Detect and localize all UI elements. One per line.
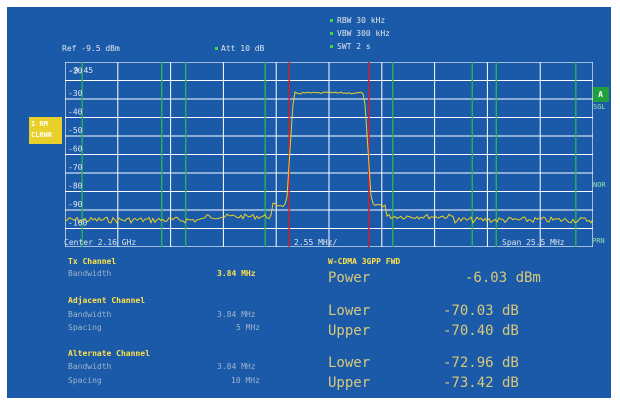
trace-label[interactable]: 1 RM CLRWR [29, 117, 62, 144]
adjacent-spacing-label: Spacing [68, 323, 102, 332]
y-tick-label: -60 [68, 145, 83, 154]
att-indicator-icon [215, 47, 218, 50]
y-tick-label: -80 [68, 182, 83, 191]
alternate-lower-value: -72.96 dB [443, 355, 519, 371]
center-frequency-label: Center 2.16 GHz [64, 238, 137, 247]
spectrum-trace [65, 91, 593, 224]
y-tick-label: -70 [68, 163, 83, 172]
adjacent-bandwidth-label: Bandwidth [68, 310, 112, 319]
ref-level-label: Ref -9.5 dBm [62, 44, 120, 53]
swt-label: SWT 2 s [337, 42, 371, 51]
alternate-bandwidth-label: Bandwidth [68, 362, 112, 371]
y-tick-label: -20 [68, 67, 83, 76]
nor-label: NOR [593, 181, 606, 189]
y-tick-label: -40 [68, 108, 83, 117]
y-tick-label: -100 [68, 219, 87, 228]
alternate-upper-label: Upper [328, 375, 371, 391]
sgl-label: SGL [593, 103, 606, 111]
y-tick-label: -30 [68, 89, 83, 98]
adjacent-upper-label: Upper [328, 323, 371, 339]
power-value: -6.03 dBm [465, 270, 541, 286]
alternate-spacing-value: 10 MHz [231, 376, 260, 385]
adjacent-bandwidth-value: 3.84 MHz [217, 310, 256, 319]
tx-bandwidth-label: Bandwidth [68, 269, 112, 278]
spectrum-plot: -9.45 -20 -30 -40 -50 -60 -70 -80 -90 -100 [65, 62, 593, 247]
span-label: Span 25.5 MHz [502, 238, 565, 247]
alternate-spacing-label: Spacing [68, 376, 102, 385]
prn-label: PRN [592, 237, 605, 245]
vbw-indicator-icon [330, 32, 333, 35]
alternate-lower-label: Lower [328, 355, 371, 371]
trace-mode-label: 1 RM [31, 120, 48, 128]
tx-channel-title: Tx Channel [68, 257, 117, 266]
trace-clrwr-label: CLRWR [31, 131, 53, 139]
div-label: 2.55 MHz/ [294, 238, 338, 247]
alternate-channel-title: Alternate Channel [68, 349, 150, 358]
alternate-upper-value: -73.42 dB [443, 375, 519, 391]
y-tick-label: -50 [68, 126, 83, 135]
y-tick-label: -90 [68, 200, 83, 209]
power-label: Power [328, 270, 371, 286]
rbw-label: RBW 30 kHz [337, 16, 386, 25]
standard-label: W-CDMA 3GPP FWD [328, 257, 401, 266]
adjacent-lower-value: -70.03 dB [443, 303, 519, 319]
alternate-bandwidth-value: 3.84 MHz [217, 362, 256, 371]
adjacent-channel-title: Adjacent Channel [68, 296, 146, 305]
tx-bandwidth-value: 3.84 MHz [217, 269, 256, 278]
swt-indicator-icon [330, 45, 333, 48]
analyzer-screen: Ref -9.5 dBm Att 10 dB RBW 30 kHz VBW 30… [7, 7, 611, 398]
adjacent-lower-label: Lower [328, 303, 371, 319]
adjacent-spacing-value: 5 MHz [236, 323, 261, 332]
ref-marker-value: -9.45 [69, 66, 93, 75]
trace-a-badge[interactable]: A [592, 87, 609, 102]
vertical-grid [117, 62, 541, 247]
att-label: Att 10 dB [221, 44, 265, 53]
rbw-indicator-icon [330, 19, 333, 22]
adjacent-upper-value: -70.40 dB [443, 323, 519, 339]
y-tick-labels: -20 -30 -40 -50 -60 -70 -80 -90 -100 [68, 67, 87, 228]
vbw-label: VBW 300 kHz [337, 29, 390, 38]
